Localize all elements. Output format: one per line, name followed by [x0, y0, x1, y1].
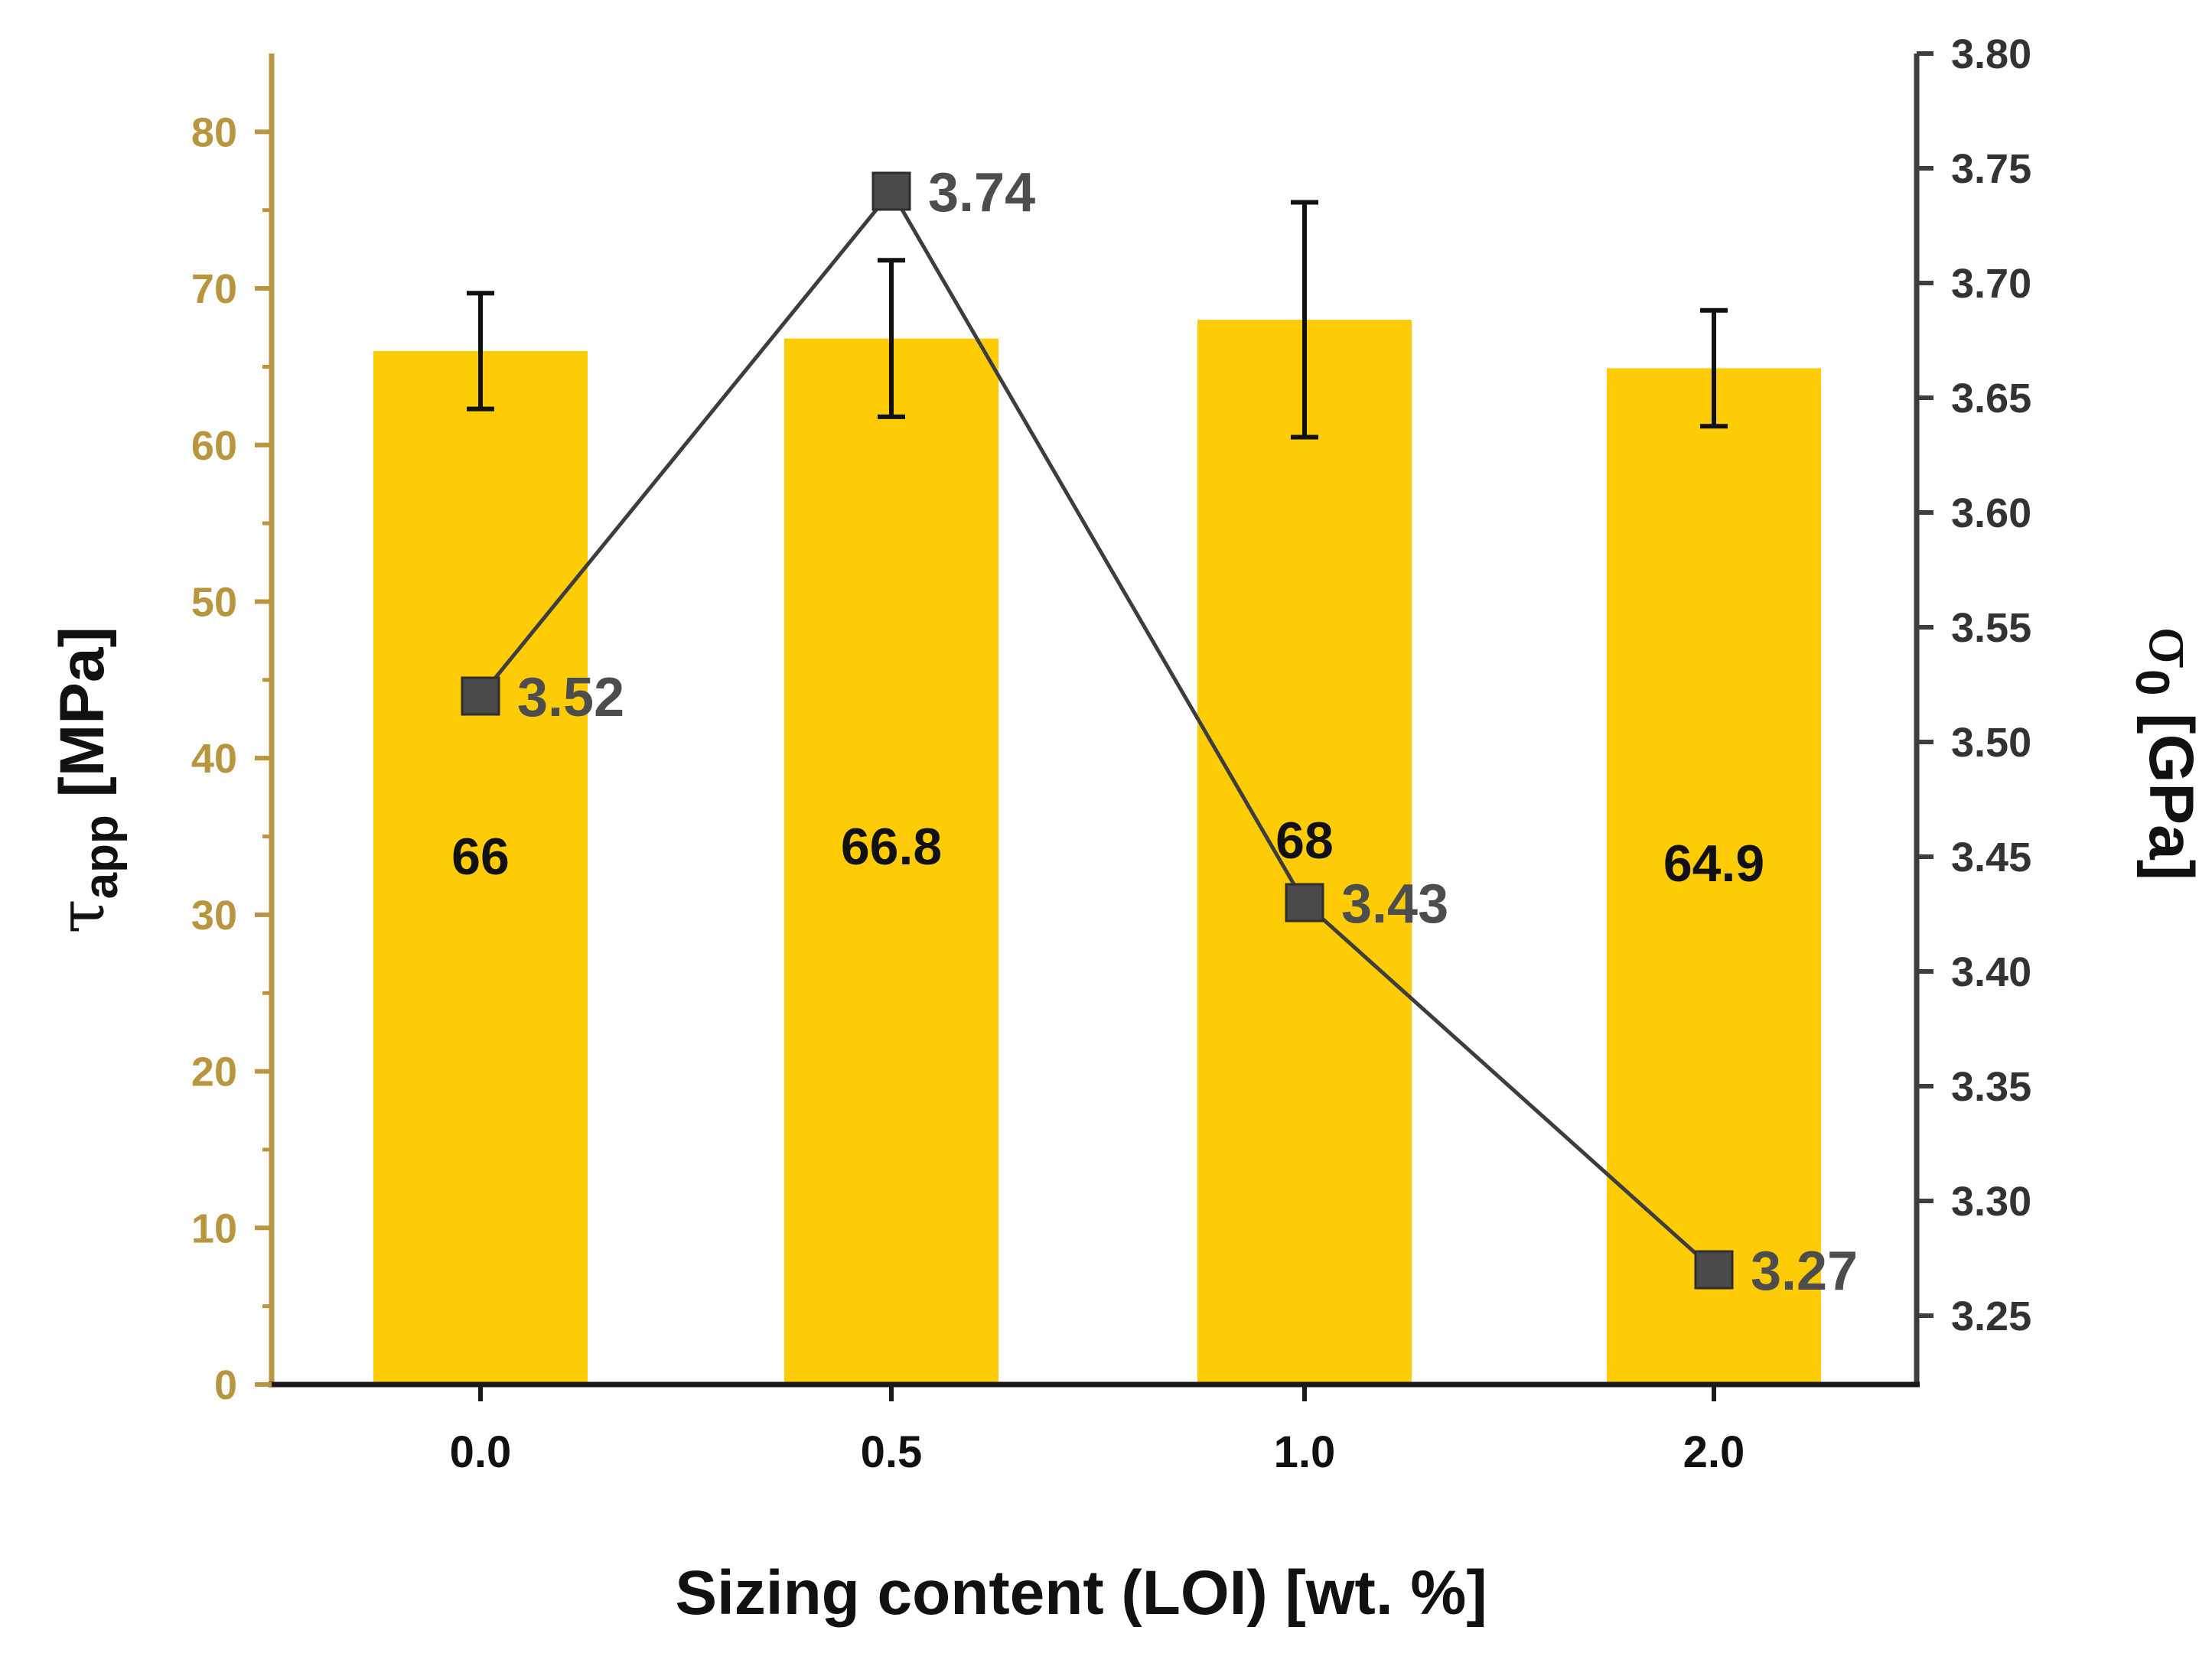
- line-layer: [461, 171, 1734, 1290]
- y-left-axis-title: τapp [MPa]: [46, 626, 128, 934]
- y-right-title-symbol: σ: [2135, 626, 2207, 669]
- y-right-tick-label-1: 3.30: [1951, 1179, 2031, 1225]
- labels-layer: 66 66.8 68 64.9 3.52 3.74 3.43 3.27: [451, 162, 1858, 1302]
- bars-layer: [373, 320, 1821, 1385]
- y-right-tick-label-9: 3.70: [1951, 261, 2031, 307]
- y-left-title-unit: [MPa]: [47, 626, 117, 815]
- sigma-line: [479, 187, 1715, 1271]
- y-left-tick-label-1: 10: [191, 1206, 237, 1251]
- error-bar-3: [1700, 307, 1728, 429]
- y-left-tick-label-7: 70: [191, 266, 237, 312]
- y-left-tick-label-3: 30: [191, 893, 237, 939]
- bar-value-label-3: 64.9: [1663, 835, 1764, 893]
- sigma-value-label-3: 3.27: [1751, 1241, 1858, 1302]
- y-right-title-unit: [GPa]: [2136, 695, 2206, 880]
- y-left-tick-label-2: 20: [191, 1049, 237, 1095]
- x-tick-label-1: 0.5: [861, 1427, 923, 1477]
- y-right-tick-label-0: 3.25: [1951, 1293, 2031, 1339]
- y-left-title-symbol: τ: [46, 899, 119, 933]
- error-bar-0: [467, 291, 494, 412]
- sigma-value-label-2: 3.43: [1341, 874, 1448, 935]
- x-tick-label-3: 2.0: [1683, 1427, 1745, 1477]
- bar-value-label-0: 66: [451, 828, 510, 886]
- bar-2: [1197, 320, 1412, 1385]
- y-right-tick-label-11: 3.80: [1951, 31, 2031, 77]
- sigma-point-2: [1285, 883, 1324, 922]
- sigma-value-label-0: 3.52: [517, 667, 624, 728]
- bar-1: [784, 338, 998, 1385]
- sigma-point-1: [871, 171, 911, 211]
- bar-0: [373, 350, 588, 1385]
- y-right-tick-label-6: 3.55: [1951, 605, 2031, 651]
- y-right-title-subscript: 0: [2126, 669, 2178, 695]
- x-tick-label-2: 1.0: [1274, 1427, 1336, 1477]
- y-right-tick-label-3: 3.40: [1951, 949, 2031, 995]
- y-left-tick-label-0: 0: [214, 1362, 237, 1408]
- sigma-point-3: [1694, 1250, 1734, 1290]
- y-left-tick-label-6: 60: [191, 423, 237, 469]
- y-right-tick-label-8: 3.65: [1951, 376, 2031, 421]
- bar-3: [1607, 368, 1821, 1385]
- x-axis-title: Sizing content (LOI) [wt. %]: [675, 1558, 1487, 1628]
- error-bars-layer: [467, 200, 1728, 440]
- sigma-value-label-1: 3.74: [928, 162, 1035, 223]
- y-left-tick-label-5: 50: [191, 579, 237, 625]
- bar-value-label-2: 68: [1275, 812, 1334, 870]
- y-right-tick-label-4: 3.45: [1951, 835, 2031, 880]
- y-right-tick-label-5: 3.50: [1951, 720, 2031, 766]
- bar-value-label-1: 66.8: [841, 818, 942, 876]
- axes-layer: 0 10 20 30 40 50 60 70 80 3.25 3.30 3.35 3.40 3.45 3.5…: [191, 31, 2031, 1477]
- y-right-tick-label-10: 3.75: [1951, 146, 2031, 192]
- sigma-point-0: [461, 676, 500, 716]
- x-tick-label-0: 0.0: [450, 1427, 512, 1477]
- error-bar-1: [878, 258, 905, 419]
- y-right-axis-title: σ0 [GPa]: [2126, 626, 2207, 880]
- y-left-title-subscript: app: [75, 815, 128, 899]
- y-left-tick-label-8: 80: [191, 109, 237, 155]
- y-right-tick-label-2: 3.35: [1951, 1064, 2031, 1110]
- y-right-tick-label-7: 3.60: [1951, 490, 2031, 536]
- error-bar-2: [1291, 200, 1318, 440]
- y-left-tick-label-4: 40: [191, 736, 237, 782]
